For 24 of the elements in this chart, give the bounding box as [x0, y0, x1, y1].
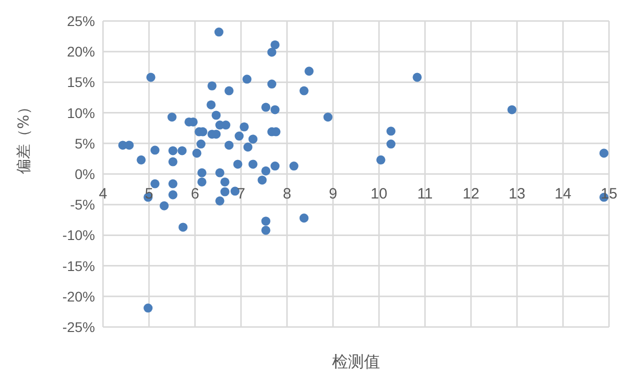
x-tick-label: 15 [600, 185, 618, 202]
y-tick-label: 0% [74, 166, 95, 182]
y-tick-label: -10% [62, 227, 95, 244]
y-tick-label: 20% [66, 44, 95, 60]
x-tick-label: 8 [282, 185, 292, 202]
y-tick-label: -5% [70, 196, 95, 213]
x-tick-label: 7 [236, 185, 246, 202]
y-tick-label: -20% [62, 288, 95, 304]
y-tick-label: -15% [62, 258, 95, 274]
y-tick-label: 10% [66, 104, 95, 121]
x-tick-label: 4 [98, 185, 108, 202]
y-tick-label: 15% [66, 74, 95, 90]
y-tick-label: 5% [74, 135, 95, 152]
x-tick-label: 14 [554, 185, 572, 202]
x-tick-label: 9 [328, 185, 338, 202]
x-axis-title: 检测值 [332, 352, 380, 371]
x-tick-label: 12 [462, 185, 480, 202]
x-tick-label: 11 [417, 185, 433, 202]
y-tick-label: 25% [66, 12, 95, 29]
x-tick-label: 6 [190, 185, 200, 202]
y-tick-label: -25% [62, 318, 95, 335]
x-tick-label: 10 [370, 185, 388, 202]
y-axis-title: 偏差（%） [14, 100, 32, 174]
x-tick-label: 13 [508, 185, 526, 202]
